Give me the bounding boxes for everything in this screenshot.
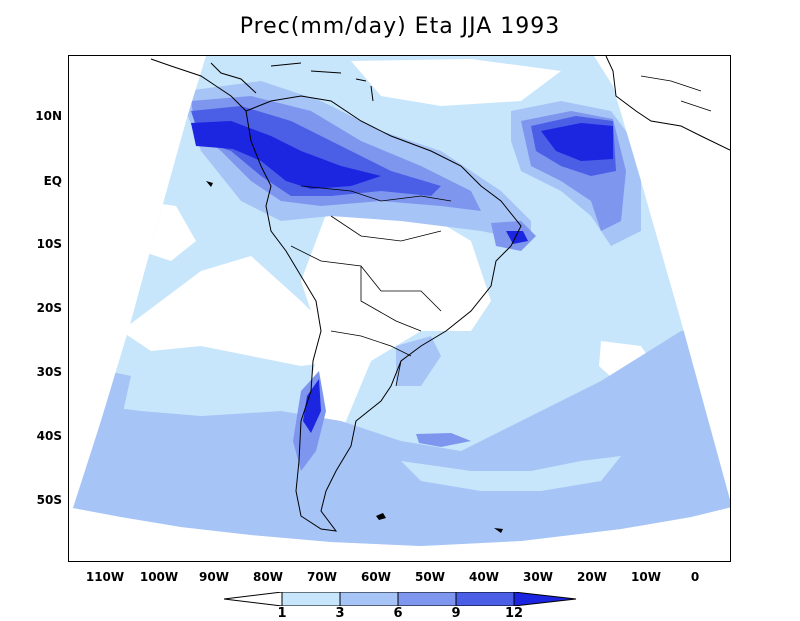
colorbar-label-6: 6 — [393, 606, 403, 621]
colorbar-segment-9to12 — [455, 592, 515, 606]
precip-map-canvas — [73, 56, 730, 546]
lat-label-eq: EQ — [43, 174, 62, 188]
coastline-galapagos — [206, 181, 213, 187]
lat-label-20s: 20S — [36, 301, 62, 315]
dry-patch-pacific — [121, 256, 341, 366]
coastline-africa — [605, 56, 730, 151]
colorbar-label-1: 1 — [277, 606, 287, 621]
lon-label-50w: 50W — [415, 570, 445, 584]
band-3to6-se-brazil — [396, 336, 441, 386]
lon-label-80w: 80W — [253, 570, 283, 584]
lon-label-10w: 10W — [631, 570, 661, 584]
lon-label-0: 0 — [690, 570, 700, 584]
dry-patch-south-america — [301, 201, 491, 501]
band-gt12-chile — [303, 379, 321, 433]
band-gt12-core — [191, 121, 381, 189]
band-gt12-ne-brazil — [506, 231, 528, 244]
colorbar-label-3: 3 — [335, 606, 345, 621]
lat-label-40s: 40S — [36, 429, 62, 443]
lon-label-70w: 70W — [307, 570, 337, 584]
coastline-falklands — [376, 513, 386, 520]
lon-label-40w: 40W — [469, 570, 499, 584]
colorbar-segment-gt12 — [513, 592, 577, 606]
colorbar-segment-3to6 — [339, 592, 399, 606]
lon-label-60w: 60W — [361, 570, 391, 584]
colorbar-segment-1to3 — [281, 592, 341, 606]
lat-label-10s: 10S — [36, 237, 62, 251]
coastline-central-america — [150, 58, 257, 112]
colorbar-label-9: 9 — [451, 606, 461, 621]
lon-label-110w: 110W — [85, 570, 125, 584]
colorbar-segment-lt1 — [224, 592, 283, 606]
colorbar — [224, 592, 577, 606]
band-gt12-atlantic-itcz — [541, 123, 613, 161]
band-3to6-south — [73, 321, 730, 546]
country-borders — [290, 75, 712, 387]
band-9to12-equatorial — [191, 106, 441, 196]
precip-map — [68, 55, 731, 562]
coastline-caribbean — [270, 62, 374, 102]
lon-label-20w: 20W — [577, 570, 607, 584]
map-title: Prec(mm/day) Eta JJA 1993 — [239, 14, 561, 39]
lat-label-50s: 50S — [36, 493, 62, 507]
lon-label-100w: 100W — [139, 570, 179, 584]
dry-patch-atlantic-north — [351, 59, 561, 106]
lon-label-90w: 90W — [199, 570, 229, 584]
lat-label-30s: 30S — [36, 365, 62, 379]
coastline-south-georgia — [494, 528, 503, 533]
band-1to3-south-stripe — [401, 456, 621, 491]
lat-label-10n: 10N — [35, 109, 62, 123]
band-6to9-south-patch — [416, 433, 471, 447]
colorbar-segment-6to9 — [397, 592, 457, 606]
colorbar-label-12: 12 — [504, 606, 524, 621]
lon-label-30w: 30W — [523, 570, 553, 584]
coastline-south-america — [245, 95, 522, 532]
